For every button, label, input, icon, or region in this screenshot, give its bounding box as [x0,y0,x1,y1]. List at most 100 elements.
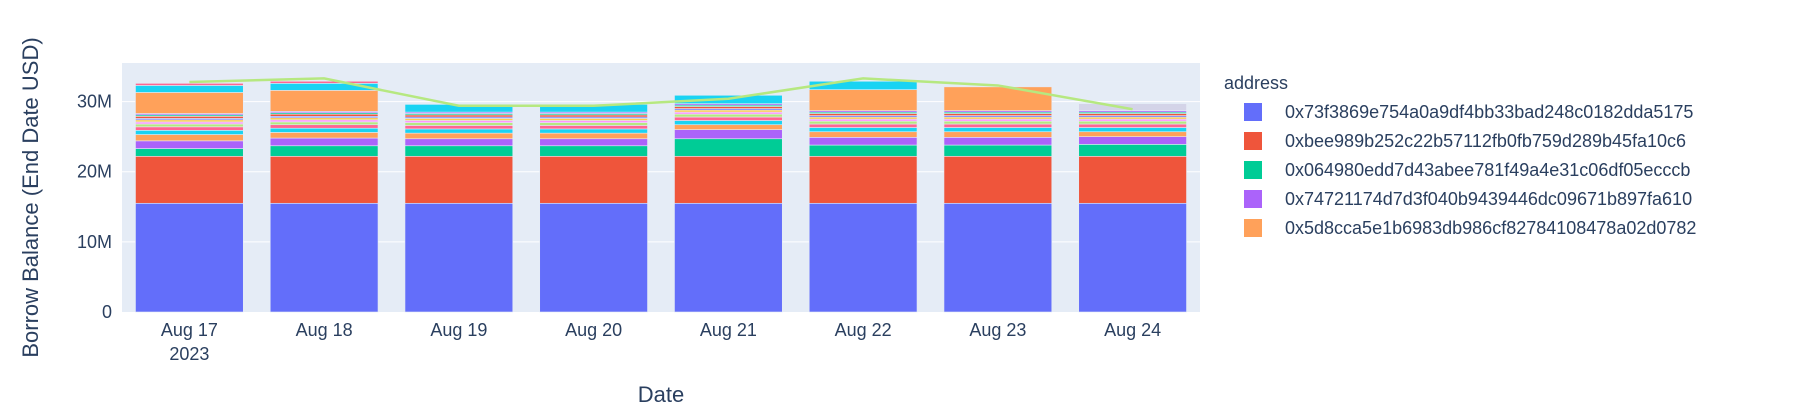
bar-segment [674,202,783,313]
y-tick-label: 10M [77,232,112,252]
bar-segment [539,120,648,123]
legend-label: 0xbee989b252c22b57112fb0fb759d289b45fa10… [1285,131,1686,151]
bar-segment [269,124,379,129]
legend-swatch [1244,132,1262,150]
bar-segment [1078,144,1187,157]
x-tick-label: Aug 23 [969,320,1026,340]
bar-segment [808,80,918,90]
bar-segment [135,155,244,204]
x-axis-title: Date [638,382,684,407]
bar-segment [1078,131,1187,137]
legend-swatch [1244,219,1262,237]
bar-segment [674,111,783,115]
bar-segment [674,155,783,204]
total-line [189,77,1133,111]
bar-segment [1078,103,1187,111]
legend-item[interactable]: 0xbee989b252c22b57112fb0fb759d289b45fa10… [1244,131,1686,151]
legend-label: 0x064980edd7d43abee781f49a4e31c06df05ecc… [1285,160,1690,180]
bar-segment [674,106,783,109]
bar-segment [808,155,918,204]
bar-segment [943,86,1053,111]
bar-segment [943,144,1053,157]
bar-segment [135,116,244,119]
bar-segment [808,116,918,120]
bar-segment [539,125,648,130]
bar-segment [1078,123,1187,128]
bar-segment [808,123,918,128]
bar-segment [404,128,514,134]
legend-item[interactable]: 0x74721174d7d3f040b9439446dc09671b897fa6… [1244,189,1692,209]
bar-segment [943,131,1053,138]
legend-item[interactable]: 0x5d8cca5e1b6983db986cf82784108478a02d07… [1244,218,1696,238]
bar-segment [808,137,918,146]
bar-segment [404,114,514,118]
x-tick-label: Aug 21 [700,320,757,340]
x-tick-label: Aug 22 [835,320,892,340]
bar-segment [539,128,648,134]
legend-title: address [1224,73,1288,93]
bar-segment [269,117,379,121]
bar-segment [943,155,1053,204]
bar-segment [404,145,514,157]
bar-segment [539,145,648,157]
bar-segment [1078,116,1187,120]
bar-segment [269,127,379,133]
bar-segment [943,123,1053,128]
legend-label: 0x73f3869e754a0a9df4bb33bad248c0182dda51… [1285,102,1693,122]
bar-segment [674,109,783,113]
y-axis-title: Borrow Balance (End Date USD) [18,37,43,357]
bar-segment [1078,127,1187,133]
bar-segment [674,129,783,140]
x-tick-label: Aug 17 [161,320,218,340]
x-tick-label: Aug 24 [1104,320,1161,340]
bar-segment [135,119,244,123]
bar-segment [808,144,918,157]
x-tick-label: Aug 18 [296,320,353,340]
bar-segment [269,90,379,112]
bar-segment [539,138,648,147]
bar-segment [808,202,918,313]
bar-segment [674,113,783,118]
bar-segment [808,131,918,138]
bar-segment [1078,120,1187,125]
bar-segment [808,118,918,122]
x-tick-year-label: 2023 [169,344,209,364]
legend-item[interactable]: 0x73f3869e754a0a9df4bb33bad248c0182dda51… [1244,102,1693,122]
bar-segment [404,118,514,121]
y-tick-label: 30M [77,92,112,112]
bar-segment [269,121,379,126]
bar-segment [539,122,648,126]
bar-segment [404,202,514,313]
bar-segment [808,89,918,111]
bar-segment [269,145,379,157]
bar-segment [269,113,379,117]
x-tick-label: Aug 20 [565,320,622,340]
x-tick-label: Aug 19 [430,320,487,340]
bar-segment [808,120,918,125]
bar-segment [943,127,1053,133]
bar-segment [135,140,244,149]
bar-segment [135,130,244,135]
bar-segment [404,122,514,126]
bar-segment [404,104,514,113]
legend-item[interactable]: 0x064980edd7d43abee781f49a4e31c06df05ecc… [1244,160,1690,180]
bar-segment [269,80,379,84]
bar-segment [135,134,244,142]
bar-segment [808,127,918,133]
legend-label: 0x74721174d7d3f040b9439446dc09671b897fa6… [1285,189,1692,209]
bar-segment [404,125,514,130]
bar-segment [404,138,514,147]
bar-segment [135,202,244,313]
bar-segment [1078,118,1187,122]
bar-segment [1078,113,1187,116]
bar-segment [269,155,379,204]
bar-segment [269,137,379,147]
bar-segment [1078,136,1187,145]
bar-segment [269,119,379,123]
bar-segment [808,113,918,116]
bar-segment [674,124,783,130]
bar-segment [943,137,1053,146]
bar-segment [539,104,648,113]
bar-segment [539,118,648,121]
